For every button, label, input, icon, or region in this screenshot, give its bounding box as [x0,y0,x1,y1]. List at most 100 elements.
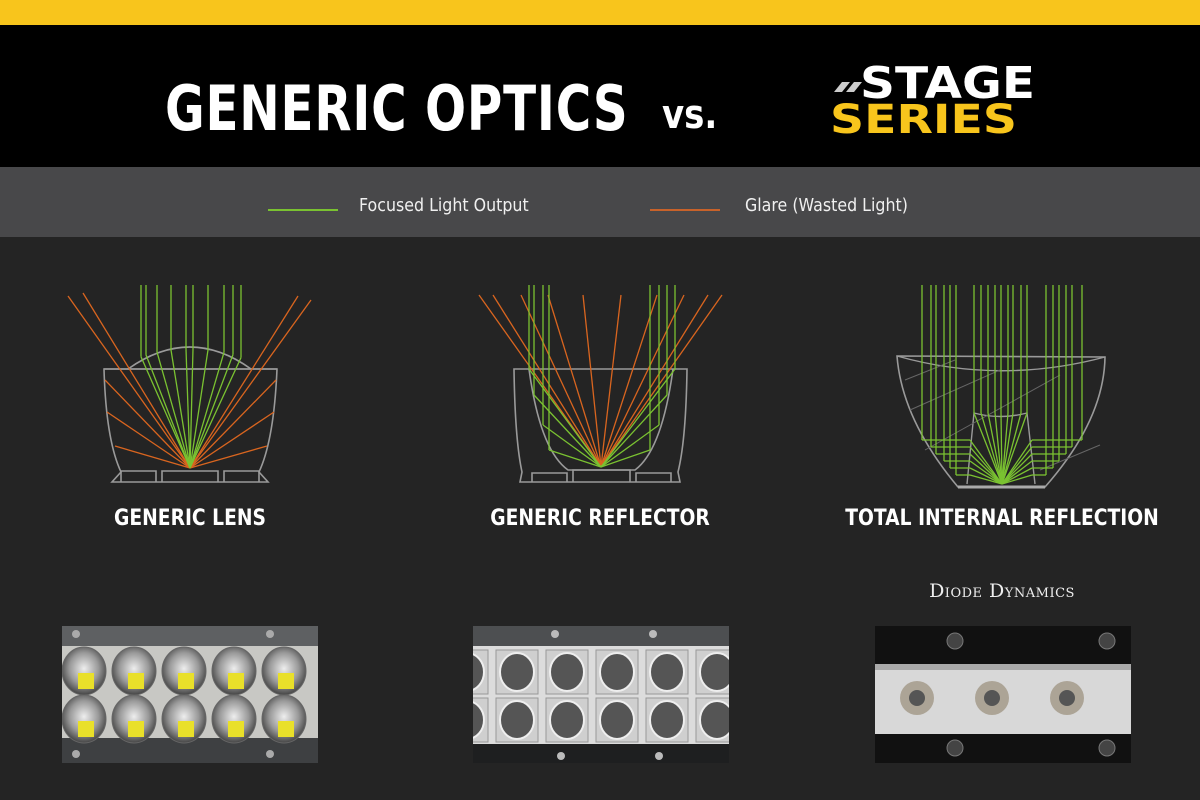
focused-ray [1000,412,1003,485]
glare-ray [189,295,299,469]
focused-ray [1001,412,1014,485]
focused-ray [973,412,1003,485]
glare-ray [189,411,275,469]
page-title: GENERIC OPTICS [165,72,629,145]
glare-ray [600,294,685,468]
legend-focused-label: Focused Light Output [359,195,529,216]
optics-diagrams [67,285,1106,489]
tir-hatch [909,369,1001,411]
focused-ray [600,424,660,468]
focused-ray [969,453,1003,485]
glare-ray [600,294,709,468]
focused-ray [1001,446,1033,485]
header [0,25,1200,167]
tir-led [909,690,925,706]
focused-ray [189,352,225,469]
focused-ray [189,354,234,469]
focused-ray [969,474,1003,485]
glare-ray [106,411,191,469]
legend-focused-swatch [268,209,338,211]
reflector-housing [513,368,688,483]
focused-ray [1001,474,1033,485]
focused-ray [528,368,602,468]
glare-ray [114,445,191,469]
led-lens [161,694,207,744]
photo-stage-series-lightbar [875,626,1131,763]
reflector-cup [473,701,485,739]
reflector-cup [649,700,685,740]
focused-ray [533,394,602,468]
focused-ray [1001,460,1033,485]
focused-ray [969,460,1003,485]
reflector-led-chip [572,469,631,482]
tir-led [984,690,1000,706]
glare-ray [189,299,312,469]
reflector-cup [549,700,585,740]
reflector-cup [599,700,635,740]
screw-icon [551,630,559,638]
focused-ray [1001,439,1033,485]
focused-ray [156,351,191,469]
led-lens [261,694,307,744]
glare-ray [582,294,602,468]
led-chip [228,673,244,689]
focused-ray [542,424,602,468]
vs-text: vs. [662,92,718,138]
reflector-cup [649,652,685,692]
lens-dome [127,346,252,370]
glare-ray [600,294,622,468]
screw-icon [946,632,964,650]
glare-ray [520,294,602,468]
screw-icon [72,750,80,758]
focused-ray [994,412,1003,485]
photo-generic-reflector-lightbar [473,626,729,763]
focused-ray [969,467,1003,485]
reflector-cup [499,652,535,692]
glare-ray [600,294,658,468]
tir-hatch [924,374,1061,451]
led-chip [78,721,94,737]
reflector-cup [549,652,585,692]
screw-icon [266,630,274,638]
lens-housing [103,368,278,483]
reflector-cup [528,368,674,471]
focused-ray [600,449,651,468]
led-chip [128,721,144,737]
focused-ray [548,449,602,468]
reflector-cup [599,652,635,692]
screw-icon [649,630,657,638]
lens-led-pad-right [223,470,260,482]
focused-ray [140,356,191,469]
legend-glare-swatch [650,209,720,211]
photo-generic-lens-lightbar [62,626,318,763]
glare-ray [67,295,191,469]
focused-ray [600,394,668,468]
glare-ray [104,379,191,469]
screw-icon [655,752,663,760]
stage-series-logo: STAGE SERIES [830,58,1035,138]
focused-ray [185,349,191,469]
screw-icon [946,739,964,757]
glare-ray [82,292,191,469]
screw-icon [72,630,80,638]
focused-ray [1001,453,1033,485]
screw-icon [266,750,274,758]
label-generic-reflector: GENERIC REFLECTOR [490,506,710,531]
focused-ray [1001,412,1009,485]
reflector-cup [473,653,485,691]
led-chip [278,721,294,737]
led-lens [62,694,107,744]
focused-ray [1001,412,1028,485]
reflector-cup [699,652,729,692]
screw-icon [1098,739,1116,757]
focused-ray [1001,467,1033,485]
focused-ray [170,349,191,469]
led-lens [111,694,157,744]
screw-icon [557,752,565,760]
led-chip [178,673,194,689]
led-chip [278,673,294,689]
brand-name: Diode Dynamics [929,580,1075,602]
led-lens [211,694,257,744]
legend-glare-label: Glare (Wasted Light) [745,195,908,216]
glare-ray [600,294,723,468]
